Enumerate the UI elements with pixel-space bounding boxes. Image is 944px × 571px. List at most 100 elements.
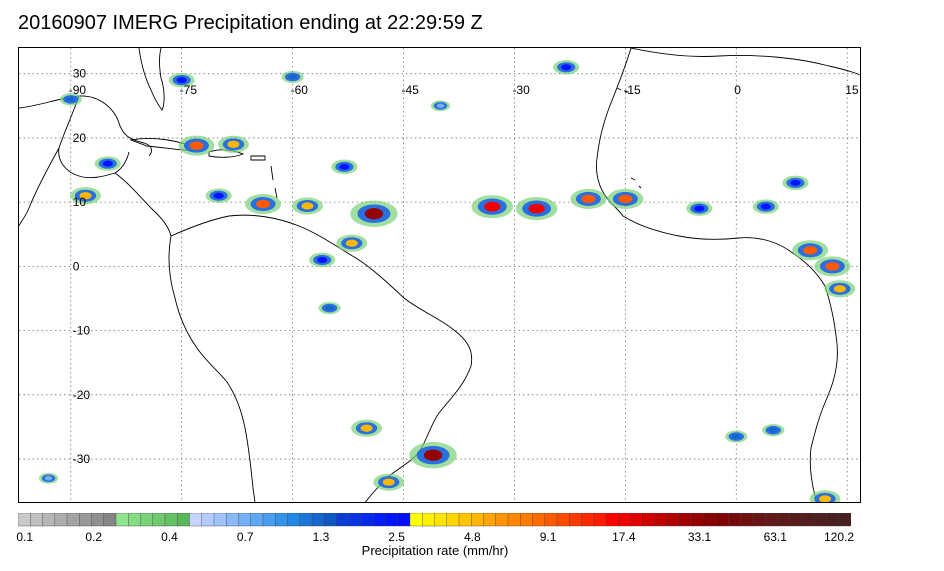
precip-cell [561, 64, 572, 71]
colorbar-swatch [79, 513, 93, 527]
colorbar-tick-label: 33.1 [687, 530, 712, 544]
colorbar-swatch [177, 513, 191, 527]
precipitation-map[interactable]: -90 -75 -60 -45 -30 -15 0 15 30 20 10 0 -10 -20 -30 [18, 47, 861, 503]
precip-cell [528, 203, 545, 214]
colorbar-swatch [507, 513, 521, 527]
colorbar-swatch [324, 513, 338, 527]
colorbar-tick-label: 0.4 [161, 530, 178, 544]
colorbar-swatch [348, 513, 362, 527]
colorbar-swatch [140, 513, 154, 527]
colorbar-swatch [336, 513, 350, 527]
precip-cell [339, 163, 350, 170]
axis-labels: -90 -75 -60 -45 -30 -15 0 15 30 20 10 0 -10 -20 -30 [69, 67, 859, 466]
colorbar-swatch [250, 513, 264, 527]
graticule [19, 48, 860, 502]
precip-cell [618, 194, 633, 204]
colorbar-swatch [446, 513, 460, 527]
colorbar-swatch [838, 513, 851, 527]
colorbar-swatch [287, 513, 301, 527]
latitude-tick-label: 20 [73, 131, 87, 145]
colorbar-swatch [654, 513, 668, 527]
precip-cell [345, 239, 358, 247]
coast-africa-west-south [809, 285, 838, 502]
colorbar-swatch [520, 513, 534, 527]
colorbar-swatch [434, 513, 448, 527]
map-title: 20160907 IMERG Precipitation ending at 2… [18, 12, 483, 34]
precip-cell [44, 476, 53, 481]
precip-cell [484, 201, 501, 212]
colorbar-swatch [483, 513, 497, 527]
precip-cell [66, 96, 76, 102]
colorbar-tick-label: 63.1 [763, 530, 787, 544]
coast-florida [138, 48, 165, 111]
colorbar-swatch [226, 513, 240, 527]
latitude-tick-label: -20 [73, 388, 91, 402]
colorbar-swatch [789, 513, 803, 527]
colorbar-swatch [299, 513, 313, 527]
longitude-tick-label: -30 [512, 83, 530, 97]
precip-cell [825, 262, 840, 271]
longitude-tick-label: 15 [845, 83, 859, 97]
longitude-tick-label: -75 [180, 83, 198, 97]
colorbar-tick-label: 2.5 [388, 530, 405, 544]
colorbar-tick-label: 0.1 [16, 530, 34, 544]
colorbar-swatch [30, 513, 44, 527]
colorbar-swatch [275, 513, 289, 527]
coast-puerto-rico [250, 155, 266, 161]
precip-cell [382, 478, 395, 486]
precip-cell [325, 305, 334, 311]
colorbar-swatch [18, 513, 31, 527]
colorbar-swatch [42, 513, 56, 527]
precip-cell [317, 256, 328, 263]
coast-africa-north [630, 48, 860, 76]
colorbar-title: Precipitation rate (mm/hr) [361, 543, 509, 558]
precip-cell [79, 192, 92, 200]
colorbar-swatch [556, 513, 570, 527]
colorbar-tick-label: 17.4 [612, 530, 636, 544]
colorbar-swatch [164, 513, 178, 527]
colorbar-swatch [703, 513, 717, 527]
colorbar-swatch [213, 513, 227, 527]
coast-lesser-antilles [270, 165, 278, 199]
coast-hispaniola [208, 149, 245, 158]
colorbar-swatch [360, 513, 374, 527]
precip-cell [227, 140, 240, 148]
coast-south-america-west [168, 235, 256, 502]
colorbar-swatch [128, 513, 142, 527]
colorbar-swatch [238, 513, 252, 527]
precip-cell [833, 285, 846, 293]
colorbar-tick-label: 0.2 [85, 530, 103, 544]
colorbar-swatch [716, 513, 730, 527]
colorbar-swatch [544, 513, 558, 527]
colorbar-swatch [385, 513, 399, 527]
coast-africa-gulf-of-guinea [622, 215, 826, 287]
colorbar-swatch [765, 513, 779, 527]
colorbar-swatch [422, 513, 436, 527]
colorbar-swatch [201, 513, 215, 527]
precip-cell [436, 103, 445, 109]
colorbar-swatch [740, 513, 754, 527]
precip-cell [189, 141, 204, 150]
colorbar-swatch [189, 513, 203, 527]
precip-cell [819, 495, 832, 502]
precip-cell [360, 424, 373, 432]
colorbar-swatch [409, 513, 423, 527]
colorbar-tick-label: 4.8 [464, 530, 481, 544]
latitude-tick-label: 0 [73, 259, 80, 273]
colorbar-swatch [618, 513, 632, 527]
colorbar-swatch [458, 513, 472, 527]
colorbar-swatch [66, 513, 80, 527]
colorbar-swatch [826, 513, 840, 527]
colorbar-swatch [642, 513, 656, 527]
precip-cell [694, 205, 705, 212]
colorbar-swatch [397, 513, 411, 527]
coast-canaries [616, 87, 629, 93]
colorbar-swatches [18, 513, 851, 527]
colorbar-swatch [152, 513, 166, 527]
colorbar-swatch [630, 513, 644, 527]
precip-cell [301, 202, 314, 210]
colorbar-swatch [728, 513, 742, 527]
colorbar-swatch [667, 513, 681, 527]
colorbar-swatch [581, 513, 595, 527]
colorbar-swatch [777, 513, 791, 527]
